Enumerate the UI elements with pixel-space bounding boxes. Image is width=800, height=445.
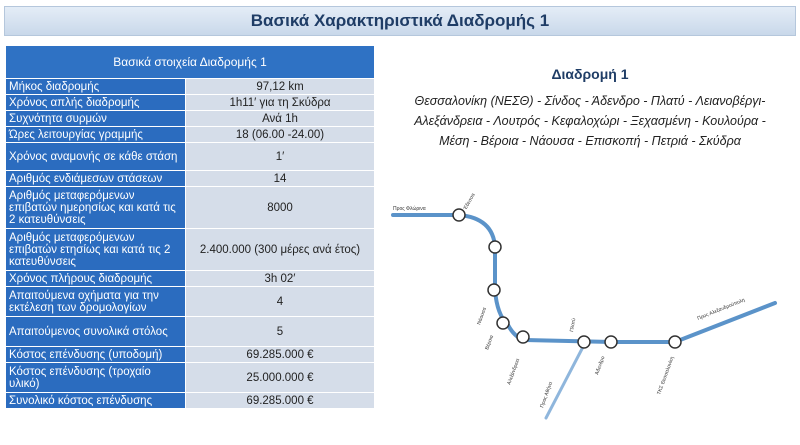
table-row: Κόστος επένδυσης (υποδομή) 69.285.000 € (5, 346, 375, 363)
branch-line-athens (544, 343, 586, 420)
row-label: Χρόνος απλής διαδρομής (5, 94, 186, 111)
table-row: Μήκος διαδρομής 97,12 km (5, 78, 375, 95)
row-value: 69.285.000 € (185, 392, 375, 409)
label-florina: Προς Φλώρινα (393, 205, 426, 212)
row-label: Μήκος διαδρομής (5, 78, 186, 95)
label-naousa: Νάουσα (475, 306, 488, 325)
label-tks: ΤΚΣ Θεσσαλονίκη (656, 356, 675, 396)
table-row: Αριθμός μεταφερόμενων επιβατών ετησίως κ… (5, 228, 375, 271)
row-label: Συνολικό κόστος επένδυσης (5, 392, 186, 409)
row-value: 3h 02′ (185, 270, 375, 287)
row-value: 1h11′ για τη Σκύδρα (185, 94, 375, 111)
label-alexandreia: Αλεξάνδρεια (505, 357, 521, 385)
row-value: 25.000.000 € (185, 362, 375, 393)
row-label: Αριθμός μεταφερόμενων επιβατών ημερησίως… (5, 186, 186, 229)
stations (452, 208, 682, 349)
row-value: Ανά 1h (185, 110, 375, 127)
table-row: Απαιτούμενα οχήματα για την εκτέλεση των… (5, 286, 375, 317)
route-characteristics-table: Βασικά στοιχεία Διαδρομής 1 Μήκος διαδρομ… (5, 45, 375, 409)
table-row: Ώρες λειτουργίας γραμμής 18 (06.00 -24.00… (5, 126, 375, 143)
row-label: Απαιτούμενος συνολικά στόλος (5, 316, 186, 347)
row-label: Απαιτούμενα οχήματα για την εκτέλεση των… (5, 286, 186, 317)
table-row: Χρόνος αναμονής σε κάθε στάση 1′ (5, 142, 375, 171)
station-platy (577, 335, 591, 349)
station-alexandreia (516, 330, 530, 344)
row-label: Συχνότητα συρμών (5, 110, 186, 127)
route-description: Διαδρομή 1 Θεσσαλονίκη (ΝΕΣΘ) - Σίνδος -… (380, 66, 800, 151)
row-value: 4 (185, 286, 375, 317)
station-edessa (452, 208, 466, 222)
route-stations-line: Αλεξάνδρεια - Λουτρός - Κεφαλοχώρι - Ξεχ… (414, 114, 766, 128)
row-label: Χρόνος αναμονής σε κάθε στάση (5, 142, 186, 171)
station-naousa (487, 283, 501, 297)
table-row: Απαιτούμενος συνολικά στόλος 5 (5, 316, 375, 347)
route-map: Προς Φλώρινα Έδεσσα Νάουσα Βέροια Αλεξάν… (391, 192, 777, 420)
row-label: Κόστος επένδυσης (υποδομή) (5, 346, 186, 363)
row-value: 5 (185, 316, 375, 347)
station-adendro (604, 335, 618, 349)
row-value: 2.400.000 (300 μέρες ανά έτος) (185, 228, 375, 271)
label-adendro: Άδενδρο (594, 355, 606, 375)
main-line (391, 213, 777, 344)
row-value: 1′ (185, 142, 375, 171)
row-value: 14 (185, 170, 375, 187)
row-value: 97,12 km (185, 78, 375, 95)
page-title: Βασικά Χαρακτηριστικά Διαδρομής 1 (4, 6, 796, 36)
station-veria (496, 316, 510, 330)
row-label: Αριθμός ενδιάμεσων στάσεων (5, 170, 186, 187)
label-platy: Πλατύ (568, 317, 577, 332)
route-stations-line: Θεσσαλονίκη (ΝΕΣΘ) - Σίνδος - Άδενδρο - … (414, 94, 766, 108)
row-value: 18 (06.00 -24.00) (185, 126, 375, 143)
station-tks (668, 335, 682, 349)
row-label: Χρόνος πλήρους διαδρομής (5, 270, 186, 287)
table-row: Αριθμός ενδιάμεσων στάσεων 14 (5, 170, 375, 187)
row-label: Αριθμός μεταφερόμενων επιβατών ετησίως κ… (5, 228, 186, 271)
table-row: Συχνότητα συρμών Ανά 1h (5, 110, 375, 127)
table-row: Χρόνος απλής διαδρομής 1h11′ για τη Σκύδρ… (5, 94, 375, 111)
table-header: Βασικά στοιχεία Διαδρομής 1 (5, 45, 375, 79)
table-row: Συνολικό κόστος επένδυσης 69.285.000 € (5, 392, 375, 409)
route-title: Διαδρομή 1 (551, 66, 629, 82)
label-edessa: Έδεσσα (462, 192, 477, 212)
row-value: 69.285.000 € (185, 346, 375, 363)
route-stations-line: Μέση - Βέροια - Νάουσα - Επισκοπή - Πετρ… (439, 134, 741, 148)
station (488, 240, 502, 254)
label-veria: Βέροια (483, 334, 495, 351)
row-value: 8000 (185, 186, 375, 229)
table-row: Αριθμός μεταφερόμενων επιβατών ημερησίως… (5, 186, 375, 229)
table-row: Κόστος επένδυσης (τροχαίο υλικό) 25.000.0… (5, 362, 375, 393)
row-label: Ώρες λειτουργίας γραμμής (5, 126, 186, 143)
table-row: Χρόνος πλήρους διαδρομής 3h 02′ (5, 270, 375, 287)
row-label: Κόστος επένδυσης (τροχαίο υλικό) (5, 362, 186, 393)
